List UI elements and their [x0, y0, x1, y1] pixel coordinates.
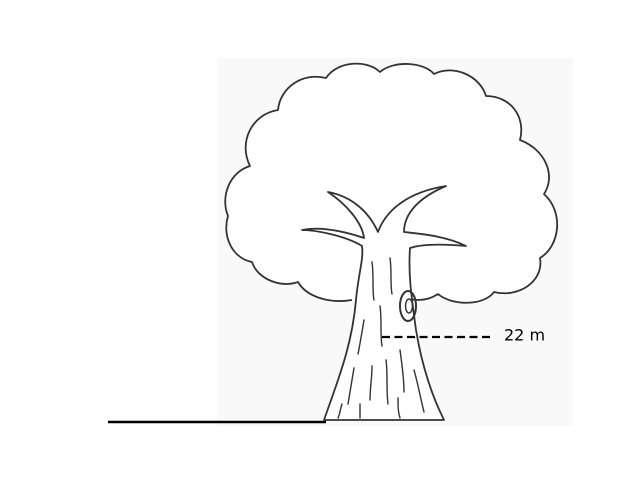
- trunk-knot: [399, 290, 417, 322]
- measurement-label: 22 m: [504, 326, 545, 345]
- tree-crown: [224, 62, 558, 304]
- bark-texture: [337, 257, 425, 419]
- tree-trunk: [301, 185, 467, 421]
